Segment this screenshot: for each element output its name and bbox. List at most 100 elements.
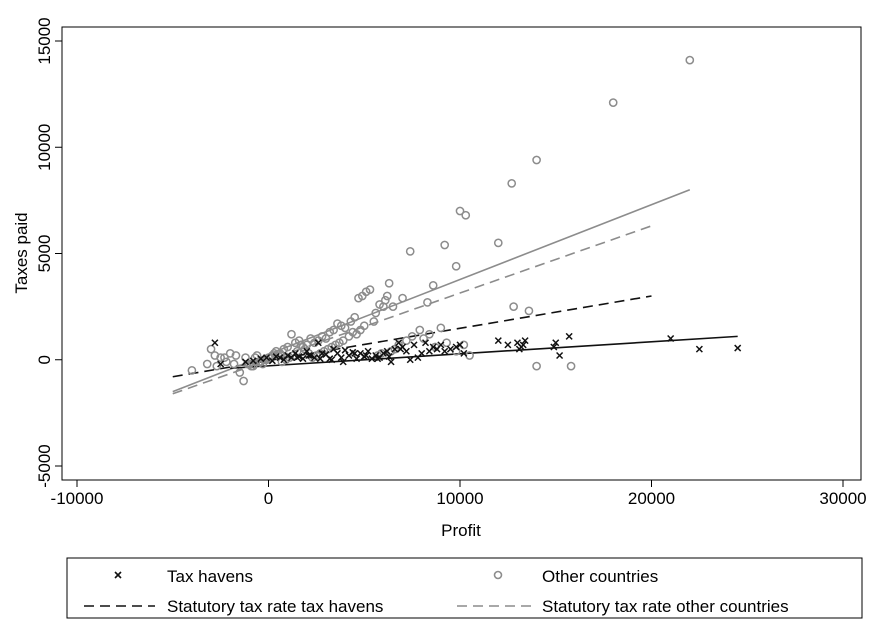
fit-line — [230, 335, 738, 370]
tax-havens-point — [293, 354, 301, 362]
tax-havens-point — [383, 347, 391, 355]
other-countries-point — [206, 344, 216, 354]
tax-havens-point — [406, 356, 414, 364]
tax-havens-point — [504, 341, 512, 349]
tax-havens-point — [397, 345, 405, 353]
tax-havens-point — [437, 341, 445, 349]
other-countries-point — [423, 298, 432, 307]
other-countries-point — [290, 338, 300, 348]
other-countries-point — [225, 349, 235, 358]
other-countries-point — [210, 351, 220, 360]
other-countries-point — [333, 319, 342, 328]
tax-havens-point — [387, 358, 395, 366]
tax-havens-point — [351, 349, 359, 357]
legend-label-statutory-other: Statutory tax rate other countries — [542, 597, 789, 616]
legend-label-other-countries: Other countries — [542, 567, 658, 586]
other-countries-point — [187, 366, 197, 375]
tax-havens-point — [552, 339, 560, 347]
tax-havens-point — [263, 354, 271, 362]
y-tick-label: -5000 — [35, 444, 54, 487]
tax-havens-point — [385, 353, 393, 361]
other-countries-point — [451, 261, 461, 271]
tax-havens-point — [341, 346, 349, 354]
tax-havens-point — [353, 355, 361, 363]
other-countries-point — [440, 240, 450, 250]
tax-havens-point — [241, 358, 250, 366]
other-countries-point — [419, 334, 428, 343]
other-countries-point — [216, 353, 225, 362]
tax-havens-point — [734, 344, 742, 352]
other-countries-point — [220, 353, 229, 362]
other-countries-point — [566, 361, 576, 371]
other-countries-point — [532, 155, 541, 165]
tax-havens-point — [339, 358, 347, 366]
tax-havens-point — [257, 355, 265, 363]
other-countries-point — [344, 332, 354, 341]
other-countries-point — [388, 302, 398, 311]
tax-havens-point — [452, 343, 460, 351]
tax-havens-point — [446, 345, 454, 353]
tax-havens-point — [305, 351, 313, 360]
tax-havens-point — [418, 349, 426, 357]
other-countries-point — [375, 300, 384, 309]
points-layer — [187, 55, 742, 386]
y-tick-label: 5000 — [35, 235, 54, 273]
tax-havens-point — [211, 339, 219, 347]
other-countries-point — [455, 206, 465, 216]
tax-havens-point — [456, 341, 464, 349]
other-countries-point — [402, 336, 411, 345]
tax-havens-point — [410, 341, 418, 349]
other-countries-point — [325, 327, 335, 337]
x-tick-label: 30000 — [819, 489, 866, 508]
tax-havens-point — [494, 337, 502, 345]
tax-havens-point — [337, 354, 345, 362]
other-countries-point — [507, 179, 517, 188]
other-countries-point — [608, 98, 618, 107]
tax-havens-point — [379, 349, 387, 357]
other-countries-point — [532, 361, 541, 371]
other-countries-point — [459, 340, 469, 350]
other-countries-point — [346, 317, 356, 326]
tax-havens-point — [441, 347, 449, 355]
tax-havens-point — [556, 351, 564, 360]
other-countries-point — [524, 306, 534, 316]
legend-label-tax-havens: Tax havens — [167, 567, 253, 586]
tax-havens-point — [364, 347, 372, 355]
y-tick-label: 0 — [35, 355, 54, 364]
legend-label-statutory-havens: Statutory tax rate tax havens — [167, 597, 383, 616]
legend-symbol-tax-havens — [114, 571, 122, 579]
tax-havens-point — [276, 354, 284, 362]
other-countries-point — [407, 332, 417, 341]
tax-havens-point — [362, 351, 370, 360]
tax-havens-point — [565, 332, 573, 340]
tax-havens-point — [521, 337, 529, 345]
x-tick-label: 20000 — [628, 489, 675, 508]
axes-layer: -10000 0 10000 20000 30000 -5000 0 5000 10000 150… — [35, 17, 867, 508]
legend-symbol-other-countries — [493, 570, 503, 580]
other-countries-point — [212, 361, 222, 371]
other-countries-point — [371, 308, 381, 318]
tax-havens-point — [667, 334, 675, 343]
tax-havens-point — [695, 345, 703, 353]
tax-havens-point — [372, 351, 380, 360]
y-tick-label: 10000 — [35, 124, 54, 171]
other-countries-point — [202, 359, 212, 369]
other-countries-point — [685, 55, 695, 65]
tax-havens-point — [284, 351, 292, 360]
tax-havens-point — [391, 345, 399, 353]
other-countries-point — [298, 342, 308, 352]
x-tick-label: -10000 — [51, 489, 104, 508]
tax-havens-point — [402, 347, 410, 355]
other-countries-point — [369, 317, 379, 326]
other-countries-point — [250, 353, 260, 362]
other-countries-point — [405, 247, 415, 256]
tax-havens-point — [217, 360, 225, 368]
other-countries-point — [384, 278, 394, 288]
other-countries-point — [229, 359, 239, 369]
tax-havens-point — [460, 349, 468, 357]
tax-havens-point — [249, 357, 257, 365]
other-countries-point — [235, 368, 245, 377]
x-tick-label: 0 — [264, 489, 273, 508]
statutory-rate-line — [172, 225, 652, 395]
